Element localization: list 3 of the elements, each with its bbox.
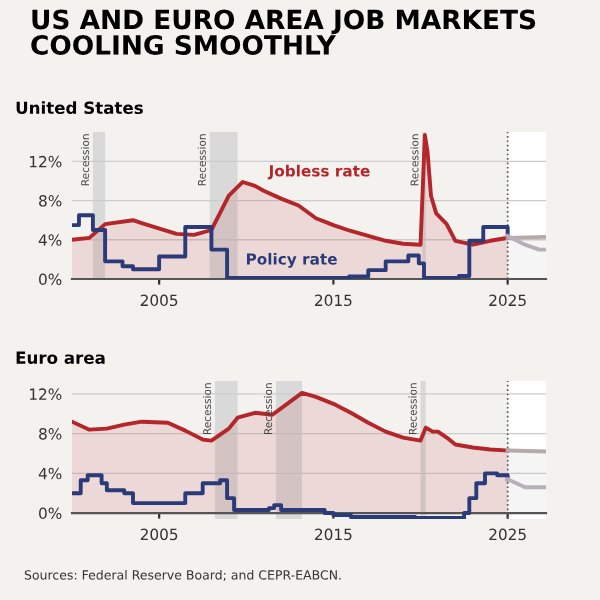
chart-subtitle: Euro area <box>16 351 105 364</box>
chart-subtitle: United States <box>16 101 143 115</box>
chart-title: US AND EURO AREA JOB MARKETS COOLING SMOOTHLY <box>31 9 536 55</box>
